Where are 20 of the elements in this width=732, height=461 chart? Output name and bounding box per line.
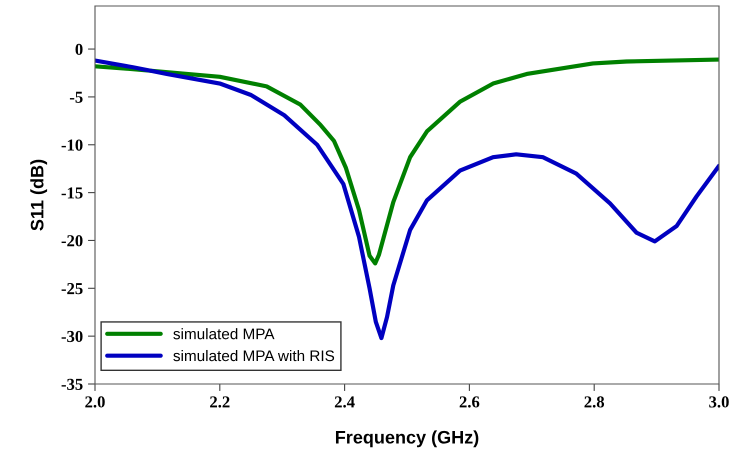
y-tick-label: -25 (62, 283, 83, 294)
line-series (95, 58, 719, 266)
x-tick-label: 2.8 (584, 396, 604, 408)
y-axis-title: S11 (dB) (30, 160, 48, 231)
legend-label: simulated MPA (173, 328, 274, 340)
y-tick-label: -10 (62, 139, 83, 151)
x-axis-title: Frequency (GHz) (336, 430, 478, 448)
y-tick-label: -5 (70, 92, 83, 103)
y-tick-label: -30 (62, 330, 83, 342)
x-tick-label: 2.0 (85, 396, 105, 408)
y-tick-label: -20 (62, 235, 83, 246)
x-tick-label: 2.6 (460, 396, 480, 408)
x-tick-label: 2.2 (210, 396, 230, 408)
x-tick-label: 3.0 (709, 396, 729, 408)
line-series (95, 58, 719, 340)
y-tick-label: 0 (75, 44, 83, 56)
x-tick-label: 2.4 (334, 396, 355, 408)
y-tick-label: -15 (62, 187, 83, 199)
y-tick-label: -35 (62, 378, 83, 390)
legend-label: simulated MPA with RIS (173, 350, 334, 362)
